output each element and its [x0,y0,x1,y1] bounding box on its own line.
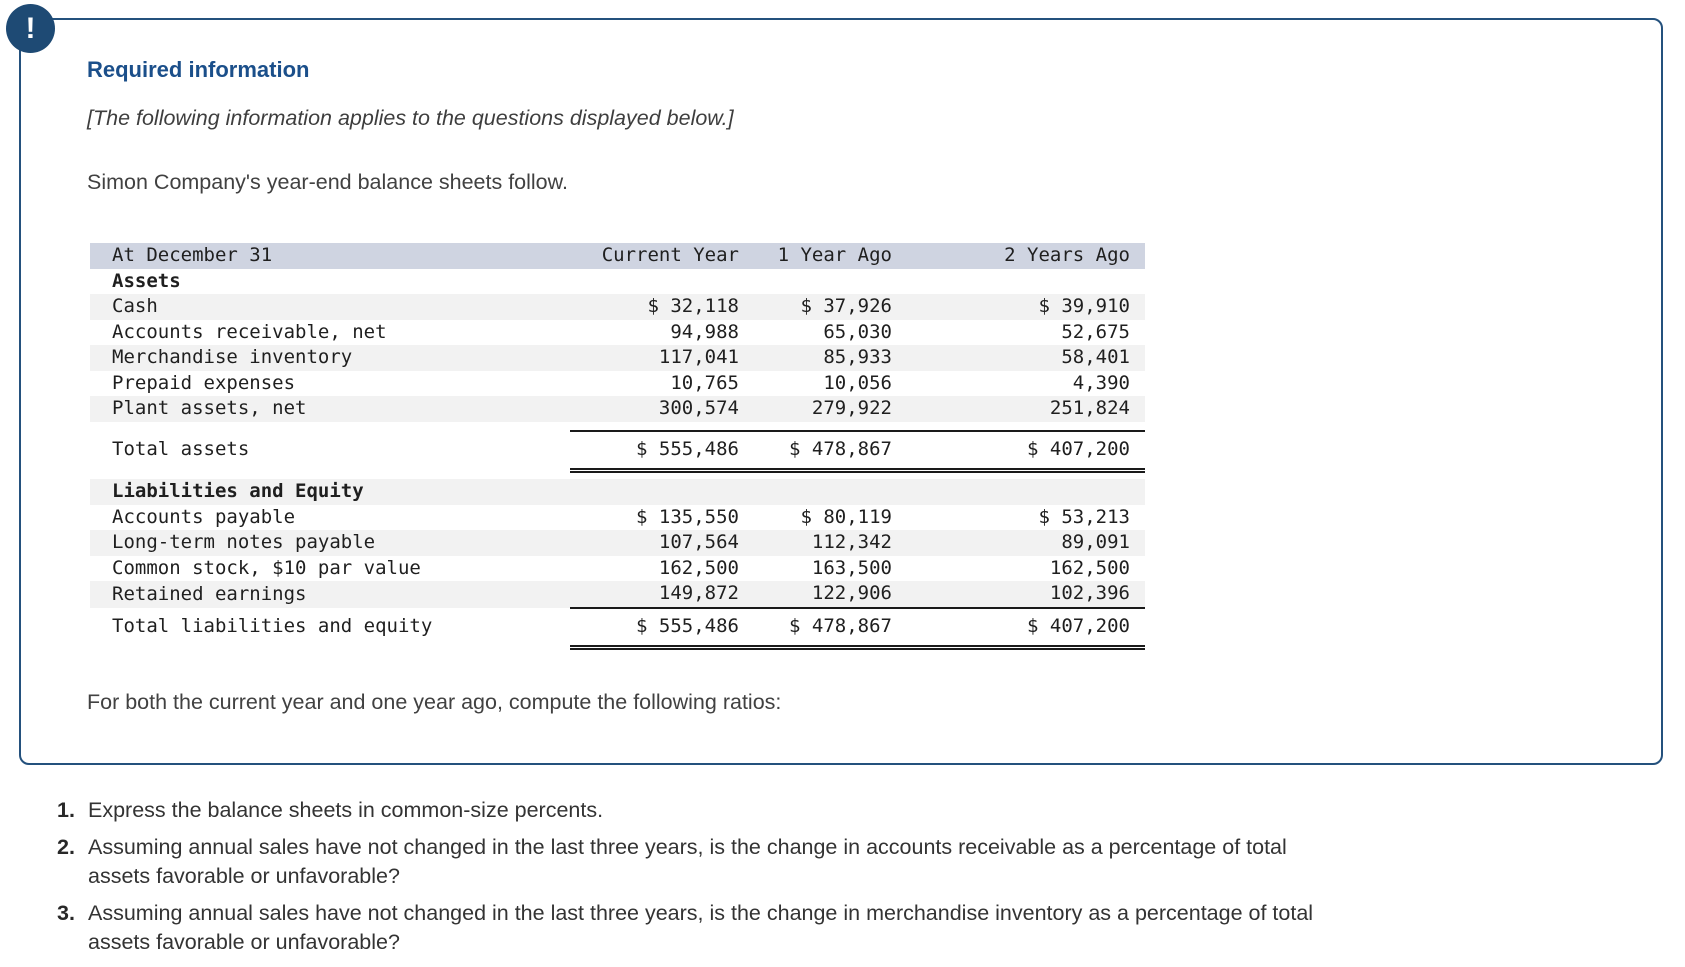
table-row-retained-earnings: Retained earnings 149,872 122,906 102,39… [90,581,1145,608]
cell-value: 10,056 [823,371,892,394]
cell-value [570,269,739,295]
question-line: Assuming annual sales have not changed i… [88,901,1314,925]
cell-value: $ 37,926 [739,294,892,320]
table-row-total-assets: Total assets $ 555,486 $ 478,867 $ 407,2… [90,429,1145,473]
cell-value: 94,988 [670,320,739,343]
table-row-plant-assets: Plant assets, net 300,574 279,922 251,82… [90,396,1145,422]
table-row-accounts-payable: Accounts payable $ 135,550 $ 80,119 $ 53… [90,505,1145,531]
question-number: 2. [57,835,75,859]
alert-exclamation-icon: ! [6,4,55,53]
row-label: Prepaid expenses [112,371,296,394]
cell-value: 4,390 [1072,371,1130,394]
required-information-content: Required information [The following info… [21,20,1661,715]
cell-value: $ 80,119 [800,505,892,528]
intro-text: Simon Company's year-end balance sheets … [87,170,568,194]
cell-value: 52,675 [1061,320,1130,343]
cell-value: $ 32,118 [570,294,739,320]
cell-value: 162,500 [658,556,739,579]
table-spacer-row [90,470,1145,479]
table-row-liabilities-section: Liabilities and Equity [90,479,1145,505]
cell-value: $ 478,867 [739,429,892,473]
cell-value [739,479,892,505]
cell-value: $ 53,213 [1038,505,1130,528]
row-label: Total liabilities and equity [112,615,433,638]
table-header-row: At December 31 Current Year 1 Year Ago 2… [90,243,1145,269]
question-text: Express the balance sheets in common-siz… [88,796,1617,825]
cell-value: $ 478,867 [739,606,892,650]
cell-value: $ 39,910 [892,294,1145,320]
question-text: Assuming annual sales have not changed i… [88,899,1617,957]
cell-value: 163,500 [811,556,892,579]
cell-value [570,479,739,505]
question-line: Assuming annual sales have not changed i… [88,835,1287,859]
cell-value: 251,824 [892,396,1145,422]
table-row-assets-section: Assets [90,269,1145,295]
cell-value: 107,564 [570,530,739,556]
row-label: Merchandise inventory [90,345,570,371]
ratios-prompt: For both the current year and one year a… [87,689,782,714]
row-label: Plant assets, net [90,396,570,422]
column-header-2-years-ago: 2 Years Ago [892,243,1145,269]
question-number: 3. [57,901,75,925]
cell-value: 85,933 [739,345,892,371]
cell-value: 149,872 [570,581,739,608]
question-number: 1. [57,798,75,822]
table-spacer-row [90,422,1145,431]
required-information-box: Required information [The following info… [19,18,1663,765]
table-row-cash: Cash $ 32,118 $ 37,926 $ 39,910 [90,294,1145,320]
cell-value: 300,574 [570,396,739,422]
question-item-1: 1. Express the balance sheets in common-… [57,796,1617,825]
column-header-1-year-ago: 1 Year Ago [739,243,892,269]
row-label: Accounts receivable, net [112,320,387,343]
row-label: Accounts payable [112,505,296,528]
question-line: assets favorable or unfavorable? [88,930,400,954]
column-header-current-year: Current Year [570,243,739,269]
cell-value: 162,500 [1049,556,1130,579]
cell-value: $ 407,200 [892,606,1145,650]
cell-value: 10,765 [670,371,739,394]
table-row-total-liabilities-equity: Total liabilities and equity $ 555,486 $… [90,606,1145,650]
question-item-2: 2. Assuming annual sales have not change… [57,833,1617,891]
cell-value: $ 555,486 [570,429,739,473]
cell-value: 122,906 [739,581,892,608]
table-row-common-stock: Common stock, $10 par value 162,500 163,… [90,556,1145,582]
scope-note: [The following information applies to th… [87,106,734,130]
cell-value: 112,342 [739,530,892,556]
questions-list: 1. Express the balance sheets in common-… [57,796,1617,965]
cell-value: 89,091 [892,530,1145,556]
cell-value [739,269,892,295]
question-text: Assuming annual sales have not changed i… [88,833,1617,891]
cell-value: 102,396 [892,581,1145,608]
cell-value: $ 555,486 [570,606,739,650]
column-header-date: At December 31 [90,243,570,269]
required-information-title: Required information [87,57,310,82]
row-label: Liabilities and Equity [90,479,570,505]
row-label: Cash [90,294,570,320]
cell-value [892,479,1145,505]
question-line: assets favorable or unfavorable? [88,864,400,888]
cell-value: $ 407,200 [892,429,1145,473]
row-label: Total assets [112,438,250,461]
cell-value: 117,041 [570,345,739,371]
row-label: Assets [112,269,181,292]
table-row-long-term-notes: Long-term notes payable 107,564 112,342 … [90,530,1145,556]
row-label: Retained earnings [90,581,570,608]
cell-value: 58,401 [892,345,1145,371]
cell-value: 279,922 [739,396,892,422]
balance-sheet-table: At December 31 Current Year 1 Year Ago 2… [90,243,1145,650]
cell-value [892,269,1145,295]
row-label: Common stock, $10 par value [112,556,421,579]
question-line: Express the balance sheets in common-siz… [88,798,604,822]
table-row-accounts-receivable: Accounts receivable, net 94,988 65,030 5… [90,320,1145,346]
table-row-prepaid-expenses: Prepaid expenses 10,765 10,056 4,390 [90,371,1145,397]
table-row-merchandise-inventory: Merchandise inventory 117,041 85,933 58,… [90,345,1145,371]
question-item-3: 3. Assuming annual sales have not change… [57,899,1617,957]
cell-value: 65,030 [823,320,892,343]
row-label: Long-term notes payable [90,530,570,556]
cell-value: $ 135,550 [636,505,739,528]
